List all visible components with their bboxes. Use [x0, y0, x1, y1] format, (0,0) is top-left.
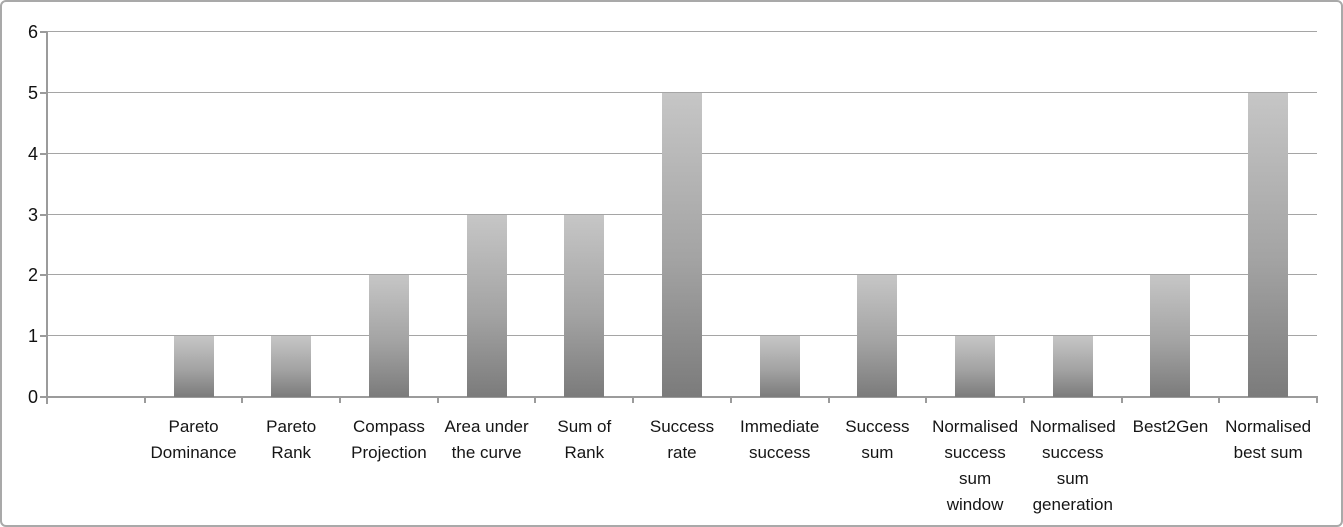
y-axis-tick-label: 0 [27, 387, 38, 407]
category-label: Success sum [845, 417, 910, 462]
x-axis-tick [632, 396, 635, 403]
y-axis-tick [40, 213, 47, 216]
bar [1248, 92, 1289, 397]
y-axis-tick-label: 3 [27, 204, 38, 225]
category-label: Immediate success [740, 417, 820, 462]
category-label: Normalised best sum [1225, 417, 1312, 462]
bar [368, 275, 409, 397]
bar [857, 275, 898, 397]
bar [1150, 275, 1191, 397]
x-axis-tick [143, 396, 146, 403]
category-label: Pareto Rank [266, 417, 317, 462]
x-axis-tick [436, 396, 439, 403]
bar [466, 214, 507, 397]
gridline [47, 91, 1317, 93]
category-label: Compass Projection [351, 417, 427, 462]
bar [271, 336, 312, 397]
y-axis-tick [40, 152, 47, 155]
x-axis-tick [1218, 396, 1221, 403]
x-axis-tick [1022, 396, 1025, 403]
x-axis-tick [729, 396, 732, 403]
category-label: Success rate [649, 417, 715, 462]
x-axis-tick [534, 396, 537, 403]
y-axis-tick [40, 91, 47, 94]
y-axis-tick-label: 2 [27, 265, 38, 286]
x-axis-tick [827, 396, 830, 403]
bar [662, 92, 702, 397]
y-axis-tick-label: 6 [27, 22, 38, 42]
y-axis [46, 32, 48, 404]
y-axis-tick-label: 1 [27, 326, 38, 347]
category-label: Sum of Rank [557, 417, 612, 462]
bar [173, 336, 214, 397]
bar [564, 214, 605, 397]
x-axis-tick [1316, 396, 1318, 403]
bar [759, 336, 800, 397]
y-axis-tick-label: 5 [27, 82, 38, 103]
y-axis-tick [40, 396, 47, 398]
x-axis [47, 396, 1317, 398]
x-axis-tick [1120, 396, 1123, 403]
x-axis-tick [339, 396, 342, 403]
y-axis-tick-label: 4 [27, 143, 38, 164]
category-label: Normalised success sum window [932, 417, 1019, 514]
category-label: Area under the curve [444, 417, 529, 462]
category-label: Best2Gen [1132, 417, 1209, 436]
category-label: Normalised success sum generation [1029, 417, 1116, 514]
x-axis-tick [925, 396, 928, 403]
x-axis-tick [241, 396, 244, 403]
bar [955, 336, 996, 397]
gridline [47, 31, 1317, 32]
category-label: Pareto Dominance [150, 417, 237, 462]
y-axis-tick [40, 31, 47, 33]
y-axis-tick [40, 335, 47, 338]
x-axis-tick [46, 396, 48, 403]
bar [1052, 336, 1093, 397]
y-axis-tick [40, 274, 47, 277]
